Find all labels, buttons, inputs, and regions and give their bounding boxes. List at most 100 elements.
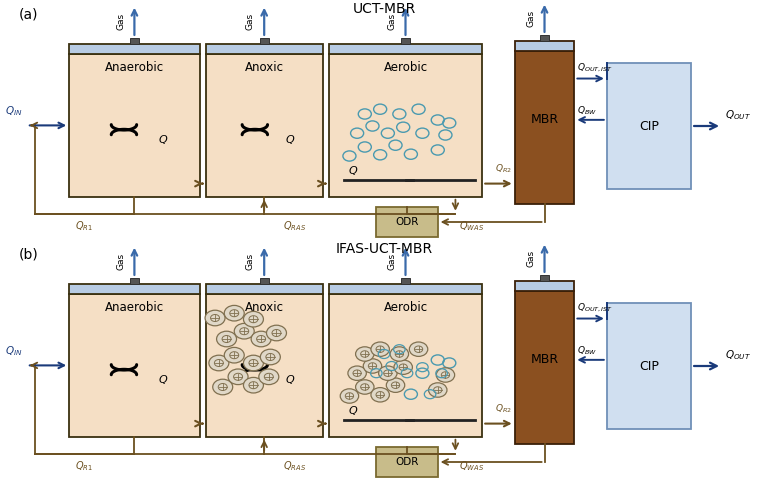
Bar [206, 284, 323, 294]
Circle shape [340, 389, 359, 403]
Bar [329, 44, 482, 54]
Bar [69, 54, 200, 197]
Text: $Q_{RAS}$: $Q_{RAS}$ [283, 220, 306, 233]
Circle shape [205, 310, 225, 326]
Circle shape [266, 325, 286, 341]
Circle shape [228, 369, 248, 384]
Text: (a): (a) [19, 7, 38, 21]
Text: ODR: ODR [396, 457, 419, 467]
Circle shape [243, 377, 263, 393]
Text: Aerobic: Aerobic [383, 61, 428, 74]
Bar [329, 294, 482, 437]
Circle shape [394, 360, 412, 374]
Circle shape [224, 348, 244, 363]
Circle shape [224, 305, 244, 321]
Text: Q: Q [349, 166, 358, 176]
Text: $Q_{BW}$: $Q_{BW}$ [577, 344, 597, 357]
Text: Gas: Gas [246, 13, 255, 30]
Text: IFAS-UCT-MBR: IFAS-UCT-MBR [336, 242, 432, 256]
Bar [130, 278, 139, 284]
Circle shape [386, 378, 405, 393]
Text: Gas: Gas [526, 10, 535, 27]
Text: Anoxic: Anoxic [245, 301, 283, 314]
Bar [540, 275, 549, 281]
Text: UCT-MBR: UCT-MBR [353, 2, 415, 16]
Text: Q: Q [159, 375, 167, 385]
Text: $Q_{OUT}$: $Q_{OUT}$ [725, 348, 751, 362]
Text: $Q_{R1}$: $Q_{R1}$ [75, 220, 94, 233]
Text: Gas: Gas [246, 253, 255, 270]
Bar [540, 35, 549, 41]
Text: Q: Q [286, 375, 294, 385]
Text: ODR: ODR [396, 217, 419, 227]
Bar [206, 294, 323, 437]
Circle shape [234, 324, 254, 339]
Bar [515, 51, 574, 204]
Text: $Q_{R2}$: $Q_{R2}$ [495, 162, 511, 175]
Text: $Q_{R2}$: $Q_{R2}$ [495, 402, 511, 415]
Text: Gas: Gas [116, 253, 125, 270]
Bar [260, 38, 269, 44]
Text: $Q_{WAS}$: $Q_{WAS}$ [459, 460, 485, 473]
Circle shape [390, 347, 409, 361]
Text: $Q_{BW}$: $Q_{BW}$ [577, 104, 597, 117]
Bar [130, 38, 139, 44]
Circle shape [356, 347, 374, 361]
Bar [401, 38, 410, 44]
Bar [69, 44, 200, 54]
Circle shape [409, 342, 428, 356]
Text: Q: Q [349, 406, 358, 416]
Circle shape [436, 368, 455, 382]
Bar [206, 44, 323, 54]
Text: $Q_{RAS}$: $Q_{RAS}$ [283, 460, 306, 473]
Text: $Q_{OUT}$: $Q_{OUT}$ [725, 108, 751, 122]
Circle shape [429, 383, 447, 397]
Text: Gas: Gas [526, 250, 535, 267]
Text: $Q_{IN}$: $Q_{IN}$ [5, 345, 23, 358]
Circle shape [259, 369, 279, 384]
Bar [376, 207, 438, 237]
Bar [515, 281, 574, 291]
Text: $Q_{WAS}$: $Q_{WAS}$ [459, 220, 485, 233]
Bar [69, 284, 200, 294]
Circle shape [363, 359, 382, 373]
Bar [206, 54, 323, 197]
Circle shape [371, 342, 389, 356]
Text: MBR: MBR [531, 113, 558, 126]
Text: Aerobic: Aerobic [383, 301, 428, 314]
Text: CIP: CIP [639, 360, 659, 372]
Bar [376, 447, 438, 477]
Bar [515, 291, 574, 444]
Bar [329, 54, 482, 197]
Text: $Q_{OUT,IST}$: $Q_{OUT,IST}$ [577, 301, 613, 314]
Bar [515, 41, 574, 51]
Text: (b): (b) [19, 247, 39, 261]
Circle shape [371, 388, 389, 402]
Text: MBR: MBR [531, 353, 558, 366]
Text: Anoxic: Anoxic [245, 61, 283, 74]
Text: $Q_{OUT,IST}$: $Q_{OUT,IST}$ [577, 61, 613, 74]
Text: Anaerobic: Anaerobic [105, 301, 164, 314]
Bar [607, 63, 691, 189]
Text: CIP: CIP [639, 120, 659, 132]
Text: Gas: Gas [387, 253, 396, 270]
Circle shape [356, 380, 374, 394]
Circle shape [243, 355, 263, 371]
Circle shape [379, 366, 397, 380]
Circle shape [243, 312, 263, 327]
Bar [607, 303, 691, 429]
Text: Anaerobic: Anaerobic [105, 61, 164, 74]
Bar [69, 294, 200, 437]
Circle shape [260, 349, 280, 365]
Circle shape [251, 331, 271, 347]
Text: Gas: Gas [387, 13, 396, 30]
Text: Q: Q [286, 135, 294, 145]
Text: $Q_{IN}$: $Q_{IN}$ [5, 105, 23, 118]
Circle shape [217, 331, 237, 347]
Circle shape [348, 366, 366, 380]
Bar [329, 284, 482, 294]
Text: Q: Q [159, 135, 167, 145]
Bar [401, 278, 410, 284]
Circle shape [213, 379, 233, 395]
Bar [260, 278, 269, 284]
